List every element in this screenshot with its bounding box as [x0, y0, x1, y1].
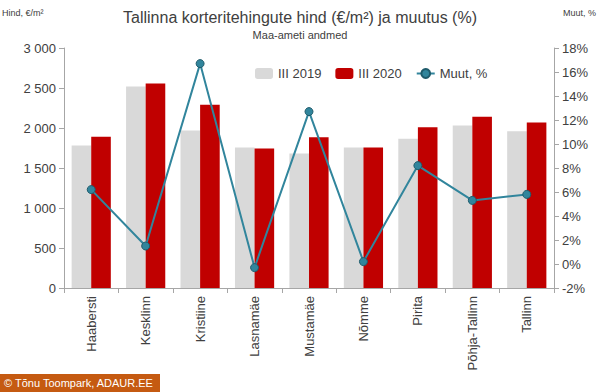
svg-text:16%: 16%	[562, 65, 588, 80]
svg-text:Pirita: Pirita	[410, 295, 425, 325]
svg-text:8%: 8%	[562, 161, 581, 176]
svg-text:Muut, %: Muut, %	[563, 8, 596, 18]
svg-text:Haabersti: Haabersti	[84, 296, 99, 352]
svg-text:2%: 2%	[562, 233, 581, 248]
svg-text:Tallinna korteritehingute hind: Tallinna korteritehingute hind (€/m²) ja…	[123, 9, 477, 26]
svg-text:3 000: 3 000	[23, 41, 56, 56]
svg-text:III 2020: III 2020	[358, 66, 401, 81]
svg-text:© Tõnu Toompark, ADAUR.EE: © Tõnu Toompark, ADAUR.EE	[4, 377, 153, 389]
svg-text:1 500: 1 500	[23, 161, 56, 176]
svg-text:12%: 12%	[562, 113, 588, 128]
svg-text:1 000: 1 000	[23, 201, 56, 216]
svg-text:500: 500	[34, 241, 56, 256]
svg-text:18%: 18%	[562, 41, 588, 56]
svg-text:2 000: 2 000	[23, 121, 56, 136]
svg-text:14%: 14%	[562, 89, 588, 104]
svg-text:Muut, %: Muut, %	[440, 66, 488, 81]
svg-text:Kristiine: Kristiine	[193, 296, 208, 342]
svg-text:0%: 0%	[562, 257, 581, 272]
svg-text:4%: 4%	[562, 209, 581, 224]
svg-text:-2%: -2%	[562, 281, 586, 296]
svg-text:Kesklinn: Kesklinn	[138, 296, 153, 345]
svg-text:Põhja-Tallinn: Põhja-Tallinn	[465, 296, 480, 370]
svg-text:0: 0	[49, 281, 56, 296]
svg-text:10%: 10%	[562, 137, 588, 152]
svg-text:III 2019: III 2019	[278, 66, 321, 81]
svg-text:Tallinn: Tallinn	[519, 296, 534, 333]
svg-text:Mustamäe: Mustamäe	[302, 296, 317, 357]
svg-text:2 500: 2 500	[23, 81, 56, 96]
svg-text:Lasnamäe: Lasnamäe	[247, 296, 262, 357]
svg-text:Hind, €/m²: Hind, €/m²	[2, 8, 44, 18]
svg-text:Maa-ameti andmed: Maa-ameti andmed	[253, 29, 348, 41]
svg-text:Nõmme: Nõmme	[356, 296, 371, 342]
svg-text:6%: 6%	[562, 185, 581, 200]
